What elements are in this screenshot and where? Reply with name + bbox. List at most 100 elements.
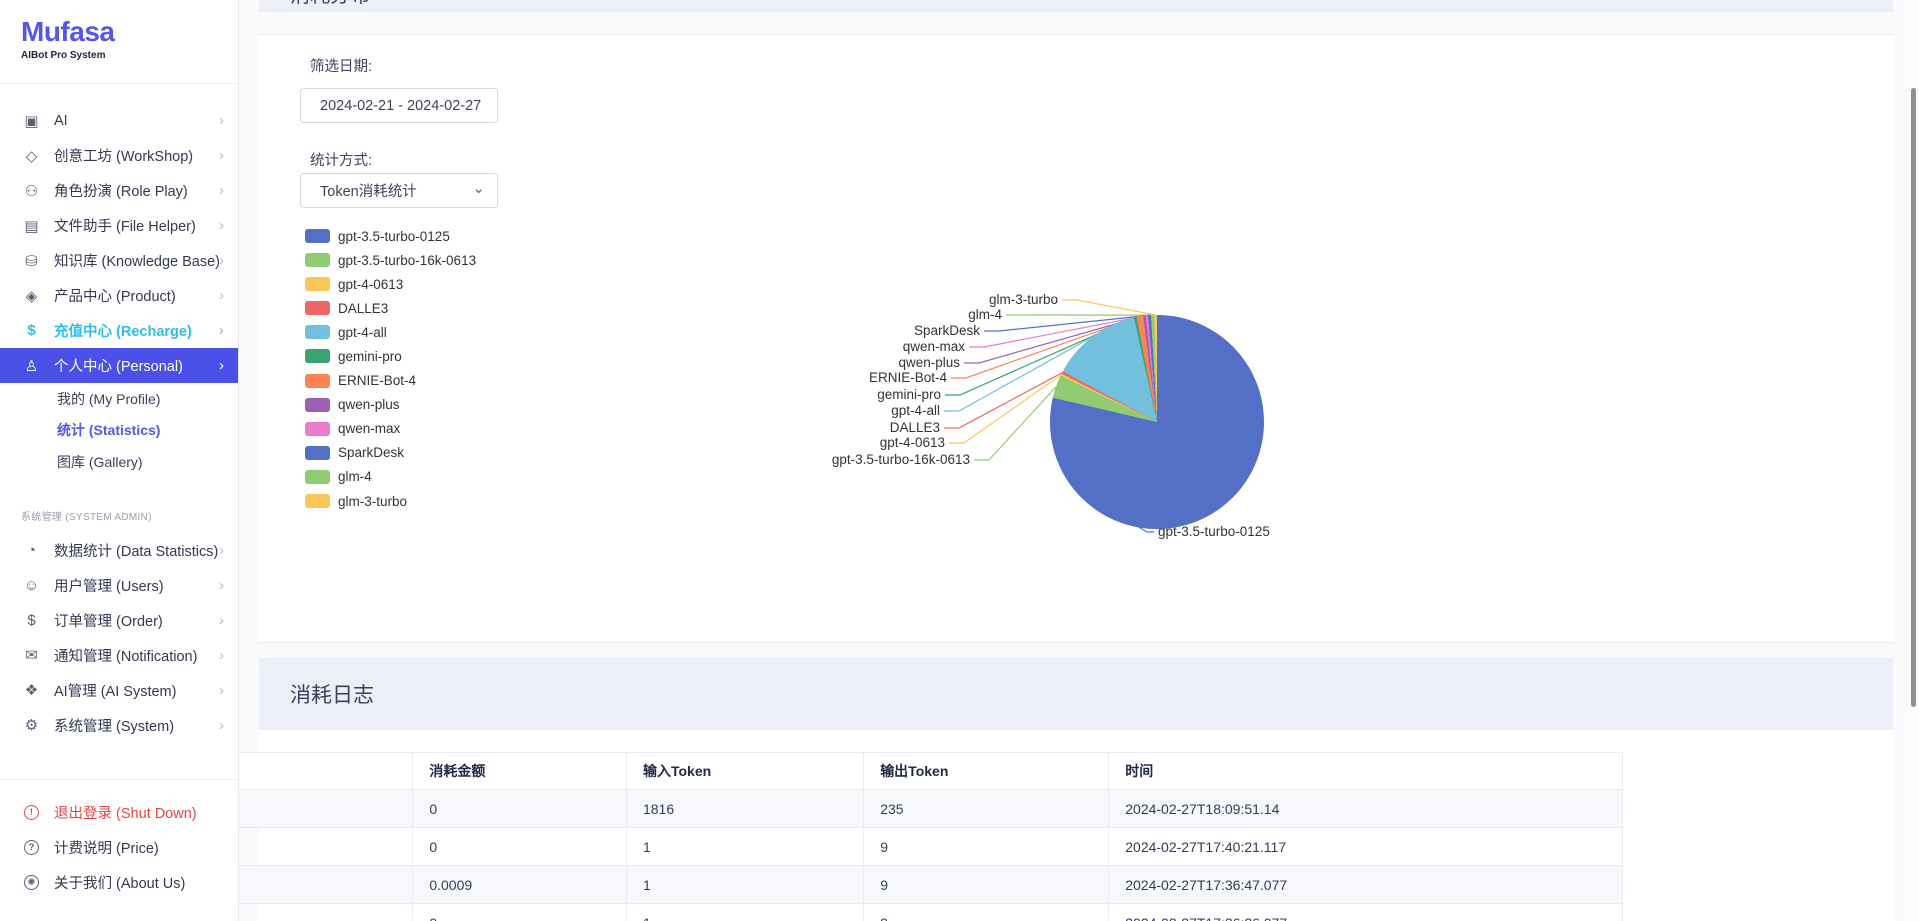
legend-item[interactable]: glm-3-turbo (305, 493, 476, 509)
legend-item[interactable]: glm-4 (305, 469, 476, 485)
chevron-right-icon: › (219, 182, 224, 199)
chevron-right-icon: › (219, 541, 224, 559)
dollar-icon: $ (27, 322, 36, 339)
legend-item[interactable]: gpt-4-all (305, 324, 476, 340)
table-cell: 0 (412, 827, 627, 866)
sidebar-item[interactable]: ⚙ 系统管理 (System) › (0, 708, 238, 743)
table-header-cell: 消耗金额 (412, 752, 627, 790)
consumption-log-title: 消耗日志 (290, 684, 374, 707)
sidebar-item[interactable]: ✺ 关于我们 (About Us) (0, 865, 238, 900)
sidebar-item-label: 知识库 (Knowledge Base) (54, 254, 221, 270)
sidebar-item-label: AI (54, 112, 68, 129)
legend-label: glm-4 (338, 469, 372, 485)
legend-label: ERNIE-Bot-4 (338, 373, 417, 389)
chevron-right-icon: › (219, 287, 224, 304)
legend-item[interactable]: gemini-pro (305, 348, 476, 364)
scrollbar-thumb[interactable] (1911, 88, 1916, 707)
aperture-icon: ✺ (22, 875, 41, 890)
sidebar-item[interactable]: $ 充值中心 (Recharge) › (0, 313, 238, 348)
table-cell: 0.0009 (412, 865, 627, 904)
sidebar-subitem[interactable]: 我的 (My Profile) (57, 390, 161, 407)
table-cell: 9 (863, 827, 1110, 866)
legend-item[interactable]: qwen-max (305, 421, 476, 437)
table-header-row: 模型名称消耗金额输入Token输出Token时间 (50, 752, 1623, 790)
sidebar-item[interactable]: ⛁ 知识库 (Knowledge Base) › (0, 243, 238, 278)
warning-circle-icon: ! (22, 805, 41, 820)
sidebar-item[interactable]: ◔ 数据统计 (Data Statistics) › (0, 533, 238, 568)
top-section-title: 消耗分布 (290, 0, 370, 6)
sidebar-item[interactable]: ! 退出登录 (Shut Down) (0, 795, 238, 830)
legend-label: qwen-plus (338, 397, 400, 413)
sidebar-item[interactable]: ❖ AI管理 (AI System) › (0, 673, 238, 708)
table-header-cell: 输入Token (625, 752, 865, 790)
ai-box-icon: ❖ (24, 682, 39, 699)
chevron-right-icon: › (219, 681, 224, 699)
legend-item[interactable]: gpt-3.5-turbo-16k-0613 (305, 252, 476, 268)
legend-swatch (305, 325, 330, 340)
legend-swatch (305, 373, 330, 388)
sidebar-divider (0, 83, 238, 84)
chevron-right-icon: › (219, 217, 224, 234)
sidebar-subitem[interactable]: 统计 (Statistics) (57, 422, 161, 439)
table-cell: 0 (412, 789, 627, 828)
chevron-right-icon: › (219, 646, 224, 664)
stat-method-value: Token消耗统计 (320, 184, 417, 200)
sidebar-item[interactable]: ▤ 文件助手 (File Helper) › (0, 208, 238, 243)
sidebar-item-label: 个人中心 (Personal) (54, 359, 183, 375)
sidebar-menu: ▣ AI › ◇ 创意工坊 (WorkShop) › ⚇ 角色扮演 (Role Play) › ▤… (0, 103, 238, 743)
chevron-right-icon: › (219, 716, 224, 734)
sidebar-item[interactable]: ▣ AI › (0, 103, 238, 138)
sidebar-item[interactable]: ☺ 用户管理 (Users) › (0, 568, 238, 603)
legend-label: gemini-pro (338, 348, 402, 364)
table-row: gpt-3.5-turbo-0125018162352024-02-27T18:… (50, 789, 1623, 828)
legend-label: glm-3-turbo (338, 493, 408, 509)
table-header-cell: 输出Token (863, 752, 1110, 790)
stat-method-select[interactable]: Token消耗统计 ⌄ (300, 173, 498, 208)
question-circle-icon: ? (22, 840, 41, 855)
consumption-distribution-card: 筛选日期: 2024-02-21 - 2024-02-27 统计方式: Toke… (259, 34, 1893, 643)
users-icon: ⚇ (24, 182, 39, 200)
sidebar-item[interactable]: ⚇ 角色扮演 (Role Play) › (0, 173, 238, 208)
envelope-icon: ✉ (25, 647, 38, 664)
table-cell: 1816 (625, 789, 865, 828)
warning-circle-icon: ! (24, 805, 39, 820)
legend-item[interactable]: gpt-4-0613 (305, 276, 476, 292)
legend-item[interactable]: qwen-plus (305, 397, 476, 413)
date-range-input[interactable]: 2024-02-21 - 2024-02-27 (300, 88, 498, 123)
legend-label: gpt-4-0613 (338, 276, 404, 292)
sidebar-item[interactable]: ◇ 创意工坊 (WorkShop) › (0, 138, 238, 173)
top-section-band: 消耗分布 (259, 0, 1893, 12)
sidebar-item[interactable]: ? 计费说明 (Price) (0, 830, 238, 865)
legend-swatch (305, 229, 330, 243)
sidebar-item[interactable]: ✉ 通知管理 (Notification) › (0, 638, 238, 673)
file-icon: ▤ (24, 217, 39, 235)
sidebar-subitem[interactable]: 图库 (Gallery) (57, 453, 143, 470)
table-row: gpt-3.5-turbo-01250192024-02-27T17:36:26… (50, 903, 1623, 921)
sidebar: Mufasa AIBot Pro System ▣ AI › ◇ 创意工坊 (WorkS… (0, 0, 239, 921)
legend-label: gpt-4-all (338, 324, 387, 340)
sidebar-item[interactable]: ◈ 产品中心 (Product) › (0, 278, 238, 313)
legend-item[interactable]: gpt-3.5-turbo-0125 (305, 228, 476, 244)
legend-swatch (305, 421, 330, 436)
chevron-right-icon: › (219, 611, 224, 629)
brand-logo: Mufasa (21, 16, 115, 47)
pie-chart[interactable] (1050, 315, 1264, 529)
sidebar-item[interactable]: $ 订单管理 (Order) › (0, 603, 238, 638)
legend-swatch (305, 494, 330, 509)
legend-swatch (305, 301, 330, 316)
sidebar-item-label: 用户管理 (Users) (54, 578, 164, 595)
legend-item[interactable]: DALLE3 (305, 300, 476, 316)
sidebar-item[interactable]: ♙ 个人中心 (Personal) › (0, 348, 238, 383)
consumption-log-band: 消耗日志 (259, 658, 1893, 730)
date-range-value: 2024-02-21 - 2024-02-27 (320, 97, 482, 114)
smiley-icon: ☺ (23, 576, 40, 594)
chevron-right-icon: › (219, 322, 224, 339)
stat-method-label: 统计方式: (310, 153, 373, 169)
sidebar-item-label: 创意工坊 (WorkShop) (54, 149, 194, 165)
legend-item[interactable]: SparkDesk (305, 445, 476, 461)
sidebar-item-label: 数据统计 (Data Statistics) (54, 543, 219, 560)
table-cell: 9 (863, 903, 1110, 921)
table-cell: 2024-02-27T17:36:26.077 (1108, 903, 1623, 921)
legend-item[interactable]: ERNIE-Bot-4 (305, 373, 476, 389)
sidebar-item-label: 产品中心 (Product) (54, 289, 176, 305)
